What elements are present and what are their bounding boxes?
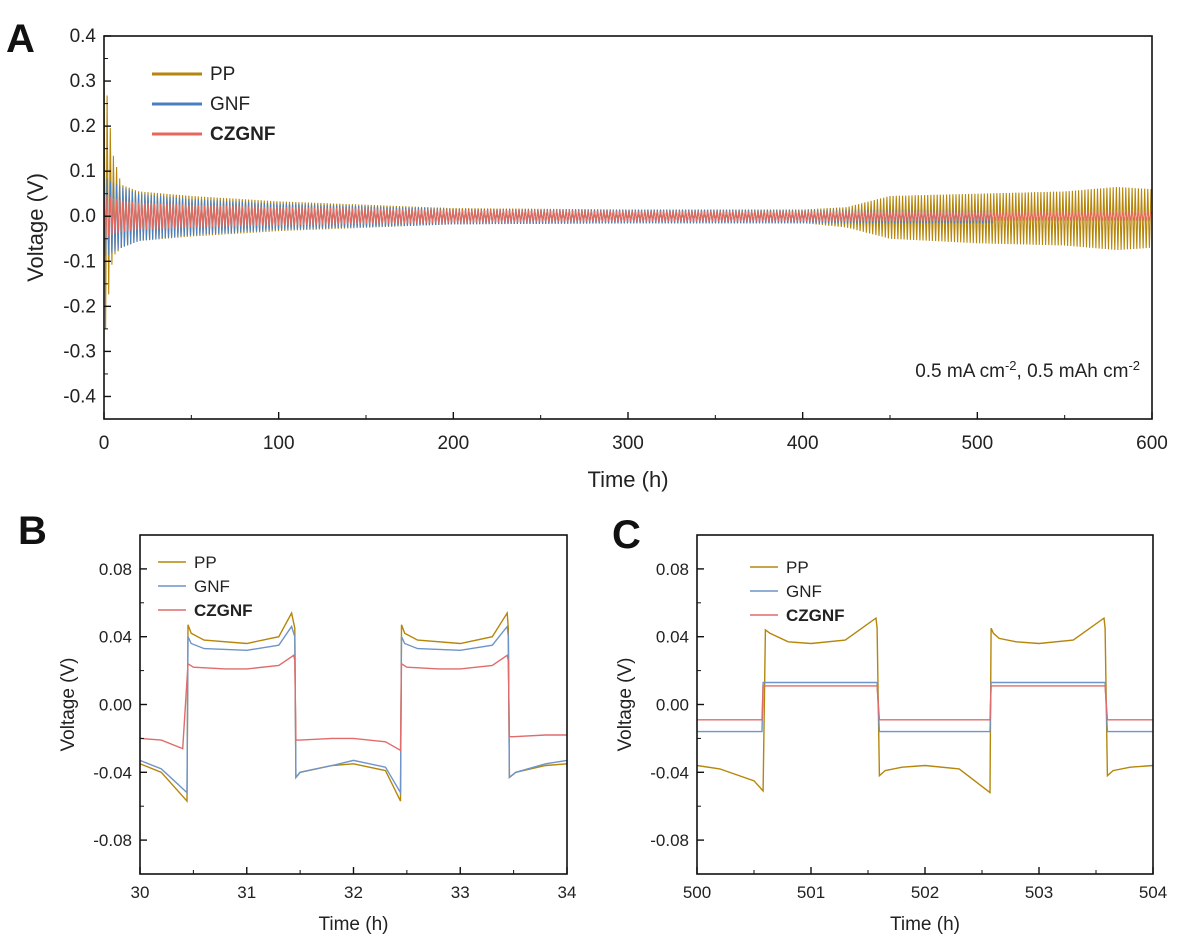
plot-area — [140, 610, 567, 803]
x-tick-label: 100 — [263, 433, 295, 454]
y-tick-label: 0.4 — [70, 26, 97, 47]
x-tick-label: 500 — [961, 433, 993, 454]
y-tick-label: -0.04 — [93, 763, 132, 782]
legend-label-gnf: GNF — [786, 582, 822, 601]
x-tick-label: 300 — [612, 433, 644, 454]
x-tick-label: 600 — [1136, 433, 1168, 454]
plot-area — [104, 62, 1152, 329]
legend-label-gnf: GNF — [210, 94, 250, 115]
series-line-pp — [697, 616, 1153, 795]
y-tick-label: 0.04 — [656, 628, 689, 647]
y-tick-label: -0.3 — [63, 341, 96, 362]
legend-label-czgnf: CZGNF — [210, 124, 275, 145]
x-tick-label: 400 — [787, 433, 819, 454]
y-tick-label: -0.08 — [93, 831, 132, 850]
series-line-czgnf — [697, 685, 1153, 721]
chart-panel-c: 0.08 0.04 0.00 -0.04 -0.08 500 501 502 503 504 Tim… — [615, 534, 1167, 935]
panel-label-a: A — [6, 17, 35, 61]
chart-panel-a: 0.4 0.3 0.2 0.1 0.0 -0.1 -0.2 -0.3 -0.4 0 100 200 30… — [23, 26, 1168, 492]
x-tick-label: 33 — [451, 883, 470, 902]
x-axis-title: Time (h) — [890, 914, 960, 935]
y-tick-label: 0.3 — [70, 71, 96, 92]
series-line-gnf — [140, 624, 567, 796]
y-tick-label: 0.04 — [99, 628, 132, 647]
x-tick-label: 501 — [797, 883, 825, 902]
x-tick-label: 31 — [237, 883, 256, 902]
y-tick-label: 0.08 — [99, 560, 132, 579]
y-tick-label: 0.0 — [70, 206, 96, 227]
y-tick-label: 0.00 — [656, 696, 689, 715]
series-line-pp — [140, 610, 567, 803]
annotation-superscript: -2 — [1005, 358, 1017, 373]
legend-label-gnf: GNF — [194, 577, 230, 596]
annotation-text: , 0.5 mAh cm — [1017, 361, 1129, 382]
condition-annotation: 0.5 mA cm-2, 0.5 mAh cm-2 — [915, 358, 1140, 383]
x-tick-label: 503 — [1025, 883, 1053, 902]
annotation-superscript: -2 — [1128, 358, 1140, 373]
panel-label-c: C — [612, 513, 641, 557]
panel-label-b: B — [18, 509, 47, 553]
legend-label-pp: PP — [194, 553, 217, 572]
plot-area — [697, 616, 1153, 795]
y-tick-label: -0.2 — [63, 296, 96, 317]
series-line-czgnf — [140, 654, 567, 752]
legend-label-czgnf: CZGNF — [194, 601, 253, 620]
series-line-pp — [104, 62, 1152, 329]
x-tick-label: 500 — [683, 883, 711, 902]
x-tick-label: 200 — [437, 433, 469, 454]
series-line-gnf — [697, 681, 1153, 733]
x-tick-label: 0 — [99, 433, 110, 454]
chart-panel-b: 0.08 0.04 0.00 -0.04 -0.08 30 31 32 33 34 Time (h)… — [58, 534, 577, 935]
x-tick-label: 502 — [911, 883, 939, 902]
plot-frame — [696, 534, 1154, 875]
legend-label-pp: PP — [210, 64, 235, 85]
x-tick-label: 32 — [344, 883, 363, 902]
annotation-text: 0.5 mA cm — [915, 361, 1005, 382]
y-tick-label: 0.1 — [70, 161, 96, 182]
x-tick-label: 504 — [1139, 883, 1167, 902]
x-tick-label: 34 — [558, 883, 577, 902]
legend-label-czgnf: CZGNF — [786, 606, 845, 625]
y-tick-label: 0.2 — [70, 116, 96, 137]
y-axis-title: Voltage (V) — [615, 658, 636, 752]
series-line-czgnf — [104, 193, 1152, 239]
x-tick-label: 30 — [131, 883, 150, 902]
y-tick-label: -0.1 — [63, 251, 96, 272]
y-tick-label: -0.4 — [63, 386, 96, 407]
y-axis-title: Voltage (V) — [58, 658, 79, 752]
y-tick-label: -0.08 — [650, 831, 689, 850]
y-tick-label: -0.04 — [650, 763, 689, 782]
y-tick-label: 0.00 — [99, 696, 132, 715]
x-axis-title: Time (h) — [587, 467, 668, 492]
y-tick-label: 0.08 — [656, 560, 689, 579]
y-axis-title: Voltage (V) — [23, 173, 48, 282]
legend-label-pp: PP — [786, 558, 809, 577]
x-axis-title: Time (h) — [318, 914, 388, 935]
